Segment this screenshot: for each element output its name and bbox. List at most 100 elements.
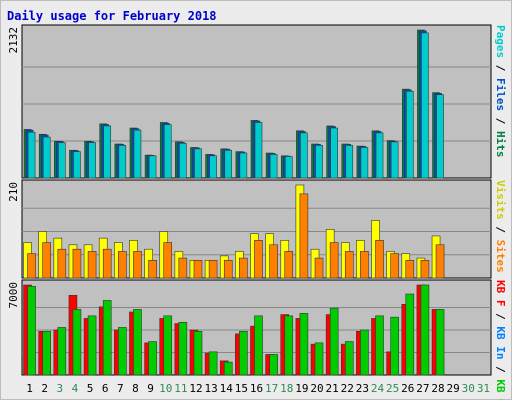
bar-kb-out-6: [102, 300, 112, 376]
bar-kb-out-5: [87, 315, 97, 376]
panel-kbytes: 7000 KB F / KB In / KB Out: [7, 279, 507, 400]
bar-sites-13: [208, 259, 218, 279]
bar-pages-15: [239, 152, 248, 179]
bar-kb-out-14: [223, 361, 233, 376]
bar-sites-10: [163, 242, 173, 279]
x-tick-label: 5: [87, 382, 94, 395]
bar-kb-out-18: [284, 315, 294, 376]
legend-entry: /: [494, 58, 507, 78]
legend-kbytes: KB F / KB In / KB Out: [494, 280, 507, 400]
bar-sites-12: [193, 259, 203, 279]
legend-entry: KB F: [494, 280, 507, 307]
bar-sites-22: [344, 251, 354, 279]
bar-pages-4: [73, 151, 81, 179]
chart-title: Daily usage for February 2018: [7, 9, 217, 23]
x-tick-label: 4: [72, 382, 79, 395]
bar-kb-out-3: [57, 327, 67, 376]
x-tick-label: 28: [431, 382, 444, 395]
bar-pages-12: [194, 148, 202, 179]
bar-pages-8: [133, 129, 142, 179]
x-tick-label: 1: [26, 382, 33, 395]
bar-kb-out-4: [72, 309, 82, 376]
bar-kb-out-27: [420, 284, 430, 376]
series-pages: [27, 32, 444, 179]
bar-kb-out-19: [299, 312, 309, 376]
x-tick-label: 29: [447, 382, 460, 395]
bar-pages-3: [58, 142, 66, 179]
legend-entry: /: [494, 220, 507, 240]
x-tick-label: 3: [57, 382, 64, 395]
y-max-label: 210: [7, 182, 20, 202]
bar-sites-6: [102, 248, 112, 279]
bar-sites-16: [254, 240, 263, 279]
x-tick-label: 26: [401, 382, 414, 395]
bar-sites-14: [223, 259, 233, 279]
bar-kb-out-15: [239, 330, 248, 376]
bar-kb-out-9: [148, 341, 157, 376]
x-tick-label: 2: [41, 382, 48, 395]
bar-pages-26: [405, 90, 414, 179]
bar-pages-17: [269, 154, 278, 179]
bar-pages-2: [42, 136, 51, 179]
series-kb-out: [27, 284, 445, 376]
bar-pages-1: [27, 131, 36, 179]
x-tick-label: 17: [265, 382, 278, 395]
legend-visits: Visits / Sites: [494, 180, 507, 273]
bar-sites-18: [284, 251, 294, 279]
x-tick-label: 10: [159, 382, 172, 395]
bar-pages-23: [360, 147, 369, 179]
bar-sites-15: [239, 257, 248, 279]
bar-pages-9: [148, 155, 157, 179]
bar-sites-25: [390, 253, 399, 279]
bar-sites-20: [314, 257, 324, 279]
bar-pages-21: [330, 127, 338, 179]
bar-kb-out-23: [360, 329, 369, 376]
bar-pages-18: [284, 156, 293, 179]
bar-sites-2: [42, 242, 51, 279]
bar-sites-21: [329, 242, 339, 279]
bar-kb-out-16: [254, 315, 263, 376]
x-tick-label: 27: [416, 382, 429, 395]
x-tick-label: 22: [341, 382, 354, 395]
legend-entry: Sites: [494, 240, 507, 273]
panel-visits: 210 Visits / Sites: [7, 179, 507, 279]
bar-kb-out-26: [405, 293, 415, 376]
bar-kb-out-13: [208, 351, 218, 376]
x-tick-label: 19: [295, 382, 308, 395]
bar-kb-out-2: [42, 330, 51, 376]
bar-pages-28: [436, 94, 444, 179]
series-sites: [27, 193, 445, 279]
bar-kb-out-17: [269, 354, 278, 376]
bar-sites-17: [269, 244, 278, 279]
bar-kb-out-8: [133, 309, 142, 376]
x-tick-label: 31: [477, 382, 490, 395]
bar-sites-11: [178, 257, 188, 279]
legend-entry: /: [494, 360, 507, 380]
x-tick-label: 21: [326, 382, 339, 395]
x-tick-labels: 1 2 3 4 5 6 7 8 9 10 11 12 13 14 15 16 17 18 19 20 21 22 23 24 2…: [26, 382, 490, 395]
bar-sites-1: [27, 253, 36, 279]
x-tick-label: 12: [189, 382, 202, 395]
x-tick-label: 11: [174, 382, 187, 395]
bar-pages-16: [254, 122, 263, 179]
bar-pages-25: [390, 141, 399, 179]
bar-pages-19: [300, 132, 308, 179]
panel-hits: 2132 Pages / Files / Hits: [7, 24, 507, 179]
legend-hits: Pages / Files / Hits: [494, 25, 507, 158]
bar-pages-5: [88, 142, 96, 179]
bar-sites-3: [57, 248, 67, 279]
bar-kb-out-1: [27, 285, 36, 376]
bar-kb-out-21: [329, 307, 339, 376]
bar-kb-out-11: [178, 321, 188, 376]
x-tick-label: 8: [132, 382, 139, 395]
x-tick-label: 14: [220, 382, 234, 395]
bar-pages-13: [209, 155, 217, 179]
bar-pages-14: [224, 149, 233, 179]
bar-sites-23: [360, 251, 369, 279]
bar-kb-out-20: [314, 342, 324, 376]
bar-kb-out-28: [435, 309, 445, 376]
bar-kb-out-25: [390, 316, 399, 376]
bar-sites-28: [435, 244, 445, 279]
bar-pages-22: [345, 145, 354, 179]
